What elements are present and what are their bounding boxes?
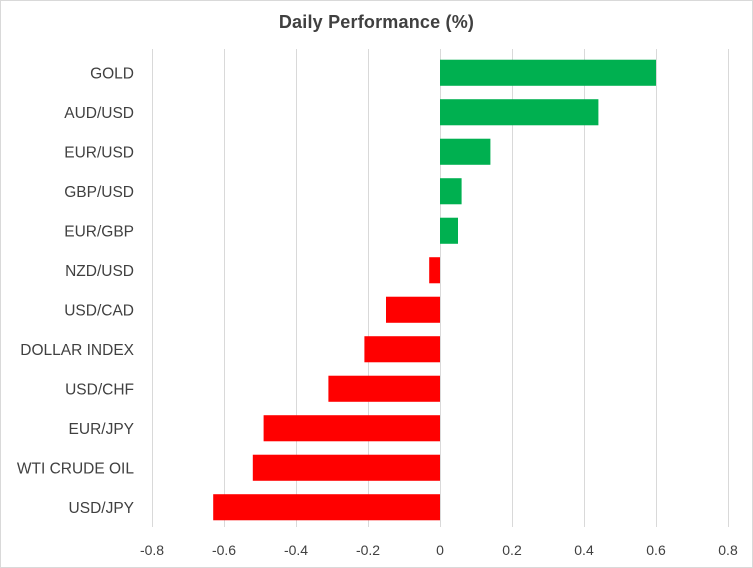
x-tick-label: -0.6 bbox=[212, 542, 236, 558]
bar bbox=[440, 217, 458, 244]
x-tick-label: 0.6 bbox=[646, 542, 666, 558]
category-label: AUD/USD bbox=[64, 105, 134, 122]
bar bbox=[213, 494, 440, 521]
category-label: USD/CHF bbox=[65, 381, 134, 398]
category-label: NZD/USD bbox=[65, 263, 134, 280]
bar bbox=[440, 99, 599, 126]
category-label: USD/CAD bbox=[64, 302, 134, 319]
x-tick-label: -0.4 bbox=[284, 542, 308, 558]
x-tick-labels: -0.8 -0.6 -0.4 -0.2 0 0.2 0.4 0.6 0.8 bbox=[140, 542, 738, 558]
bar bbox=[440, 138, 491, 165]
category-label: USD/JPY bbox=[69, 500, 134, 517]
x-tick-label: -0.8 bbox=[140, 542, 164, 558]
bar bbox=[263, 415, 440, 442]
bars bbox=[213, 59, 656, 521]
category-label: EUR/GBP bbox=[64, 223, 134, 240]
bar bbox=[364, 336, 440, 363]
category-label: EUR/JPY bbox=[69, 421, 134, 438]
x-tick-label: 0 bbox=[436, 542, 444, 558]
bar bbox=[440, 178, 462, 205]
category-labels: GOLD AUD/USD EUR/USD GBP/USD EUR/GBP NZD/USD U… bbox=[17, 65, 135, 517]
bar bbox=[252, 454, 440, 481]
category-label: GOLD bbox=[90, 65, 134, 82]
bar bbox=[440, 59, 656, 86]
x-tick-label: 0.8 bbox=[718, 542, 738, 558]
category-label: DOLLAR INDEX bbox=[20, 342, 134, 359]
category-label: WTI CRUDE OIL bbox=[17, 460, 134, 477]
chart-title: Daily Performance (%) bbox=[278, 12, 475, 32]
category-label: GBP/USD bbox=[64, 184, 134, 201]
bar bbox=[328, 375, 440, 402]
x-tick-label: 0.2 bbox=[502, 542, 522, 558]
x-tick-label: 0.4 bbox=[574, 542, 594, 558]
x-tick-label: -0.2 bbox=[356, 542, 380, 558]
bar bbox=[429, 257, 440, 284]
bar bbox=[386, 296, 440, 323]
category-label: EUR/USD bbox=[64, 144, 134, 161]
gridlines bbox=[152, 49, 729, 527]
